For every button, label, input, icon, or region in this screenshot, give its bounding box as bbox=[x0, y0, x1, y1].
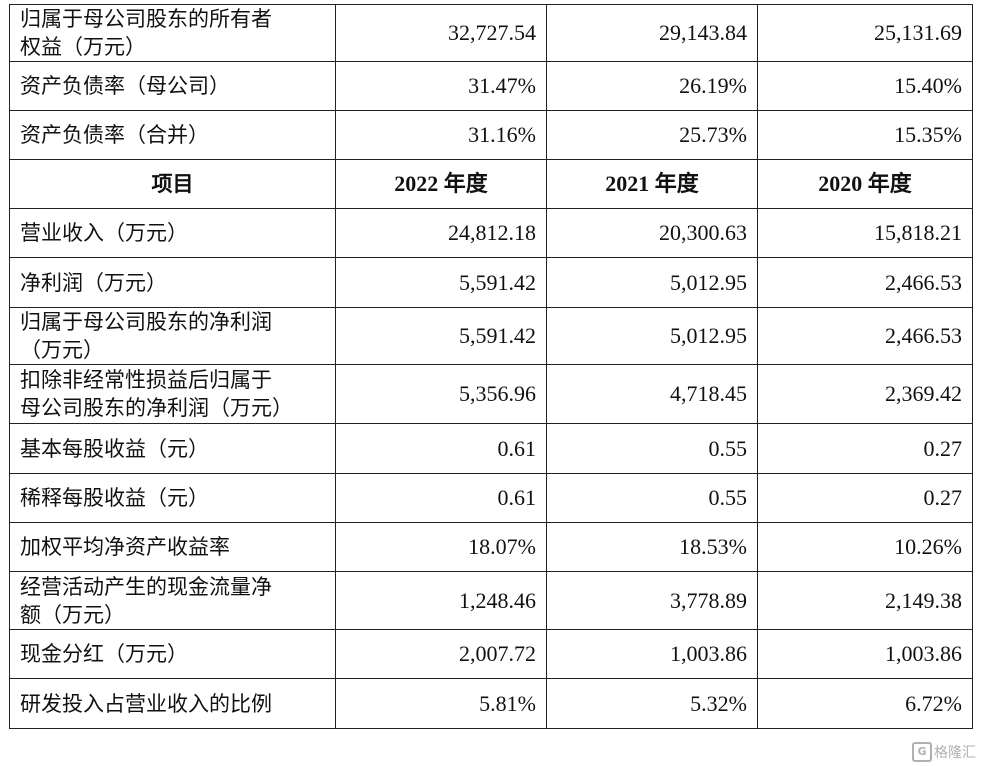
value-2021: 29,143.84 bbox=[546, 4, 758, 62]
value-2022: 5,591.42 bbox=[335, 257, 547, 308]
value-2021: 20,300.63 bbox=[546, 208, 758, 258]
table-row: 基本每股收益（元） 0.61 0.55 0.27 bbox=[9, 423, 973, 474]
value-2022: 5,356.96 bbox=[335, 364, 547, 424]
value-2020: 6.72% bbox=[757, 678, 973, 729]
value-2021: 5.32% bbox=[546, 678, 758, 729]
table-row: 净利润（万元） 5,591.42 5,012.95 2,466.53 bbox=[9, 257, 973, 308]
table-row: 加权平均净资产收益率 18.07% 18.53% 10.26% bbox=[9, 522, 973, 572]
value-2020: 2,149.38 bbox=[757, 571, 973, 630]
row-label: 研发投入占营业收入的比例 bbox=[9, 678, 336, 729]
row-label: 营业收入（万元） bbox=[9, 208, 336, 258]
value-2021: 18.53% bbox=[546, 522, 758, 572]
value-2021: 5,012.95 bbox=[546, 307, 758, 365]
value-2020: 2,369.42 bbox=[757, 364, 973, 424]
table-row: 研发投入占营业收入的比例 5.81% 5.32% 6.72% bbox=[9, 678, 973, 729]
value-2021: 4,718.45 bbox=[546, 364, 758, 424]
table-row: 营业收入（万元） 24,812.18 20,300.63 15,818.21 bbox=[9, 208, 973, 258]
value-2020: 1,003.86 bbox=[757, 629, 973, 679]
value-2021: 1,003.86 bbox=[546, 629, 758, 679]
value-2020: 15,818.21 bbox=[757, 208, 973, 258]
watermark-text: 格隆汇 bbox=[934, 745, 976, 761]
table-row: 归属于母公司股东的所有者 权益（万元） 32,727.54 29,143.84 25,… bbox=[9, 4, 973, 62]
row-label: 资产负债率（合并） bbox=[9, 110, 336, 160]
table-top-section: 归属于母公司股东的所有者 权益（万元） 32,727.54 29,143.84 25,… bbox=[9, 4, 973, 160]
row-label: 现金分红（万元） bbox=[9, 629, 336, 679]
value-2021: 25.73% bbox=[546, 110, 758, 160]
row-label: 经营活动产生的现金流量净 额（万元） bbox=[9, 571, 336, 630]
value-2021: 0.55 bbox=[546, 423, 758, 474]
value-2022: 5.81% bbox=[335, 678, 547, 729]
table-row: 经营活动产生的现金流量净 额（万元） 1,248.46 3,778.89 2,149.… bbox=[9, 571, 973, 630]
value-2022: 24,812.18 bbox=[335, 208, 547, 258]
value-2020: 15.40% bbox=[757, 61, 973, 111]
header-item: 项目 bbox=[9, 159, 336, 209]
value-2022: 2,007.72 bbox=[335, 629, 547, 679]
header-2022: 2022 年度 bbox=[335, 159, 547, 209]
row-label: 加权平均净资产收益率 bbox=[9, 522, 336, 572]
value-2022: 0.61 bbox=[335, 423, 547, 474]
value-2021: 5,012.95 bbox=[546, 257, 758, 308]
table-header-row: 项目 2022 年度 2021 年度 2020 年度 bbox=[9, 159, 973, 209]
watermark-logo-icon: G bbox=[912, 742, 932, 762]
row-label: 归属于母公司股东的净利润 （万元） bbox=[9, 307, 336, 365]
table-row: 现金分红（万元） 2,007.72 1,003.86 1,003.86 bbox=[9, 629, 973, 679]
value-2021: 0.55 bbox=[546, 473, 758, 523]
value-2021: 26.19% bbox=[546, 61, 758, 111]
table-row: 资产负债率（母公司） 31.47% 26.19% 15.40% bbox=[9, 61, 973, 111]
value-2022: 1,248.46 bbox=[335, 571, 547, 630]
value-2022: 18.07% bbox=[335, 522, 547, 572]
table-row: 扣除非经常性损益后归属于 母公司股东的净利润（万元） 5,356.96 4,718.… bbox=[9, 364, 973, 424]
value-2021: 3,778.89 bbox=[546, 571, 758, 630]
table-row: 资产负债率（合并） 31.16% 25.73% 15.35% bbox=[9, 110, 973, 160]
value-2022: 31.47% bbox=[335, 61, 547, 111]
value-2022: 0.61 bbox=[335, 473, 547, 523]
value-2020: 2,466.53 bbox=[757, 257, 973, 308]
value-2020: 10.26% bbox=[757, 522, 973, 572]
value-2020: 25,131.69 bbox=[757, 4, 973, 62]
table-header-section: 项目 2022 年度 2021 年度 2020 年度 bbox=[9, 159, 973, 209]
table-row: 稀释每股收益（元） 0.61 0.55 0.27 bbox=[9, 473, 973, 523]
row-label: 归属于母公司股东的所有者 权益（万元） bbox=[9, 4, 336, 62]
header-2020: 2020 年度 bbox=[757, 159, 973, 209]
value-2020: 15.35% bbox=[757, 110, 973, 160]
table-main-section: 营业收入（万元） 24,812.18 20,300.63 15,818.21 净利润（万… bbox=[9, 208, 973, 729]
value-2020: 2,466.53 bbox=[757, 307, 973, 365]
value-2020: 0.27 bbox=[757, 423, 973, 474]
value-2020: 0.27 bbox=[757, 473, 973, 523]
row-label: 资产负债率（母公司） bbox=[9, 61, 336, 111]
row-label: 扣除非经常性损益后归属于 母公司股东的净利润（万元） bbox=[9, 364, 336, 424]
value-2022: 32,727.54 bbox=[335, 4, 547, 62]
row-label: 净利润（万元） bbox=[9, 257, 336, 308]
row-label: 稀释每股收益（元） bbox=[9, 473, 336, 523]
header-2021: 2021 年度 bbox=[546, 159, 758, 209]
row-label: 基本每股收益（元） bbox=[9, 423, 336, 474]
watermark: G 格隆汇 bbox=[912, 742, 976, 762]
value-2022: 31.16% bbox=[335, 110, 547, 160]
financial-table: 归属于母公司股东的所有者 权益（万元） 32,727.54 29,143.84 25,… bbox=[9, 4, 973, 729]
table-row: 归属于母公司股东的净利润 （万元） 5,591.42 5,012.95 2,466.5… bbox=[9, 307, 973, 365]
value-2022: 5,591.42 bbox=[335, 307, 547, 365]
